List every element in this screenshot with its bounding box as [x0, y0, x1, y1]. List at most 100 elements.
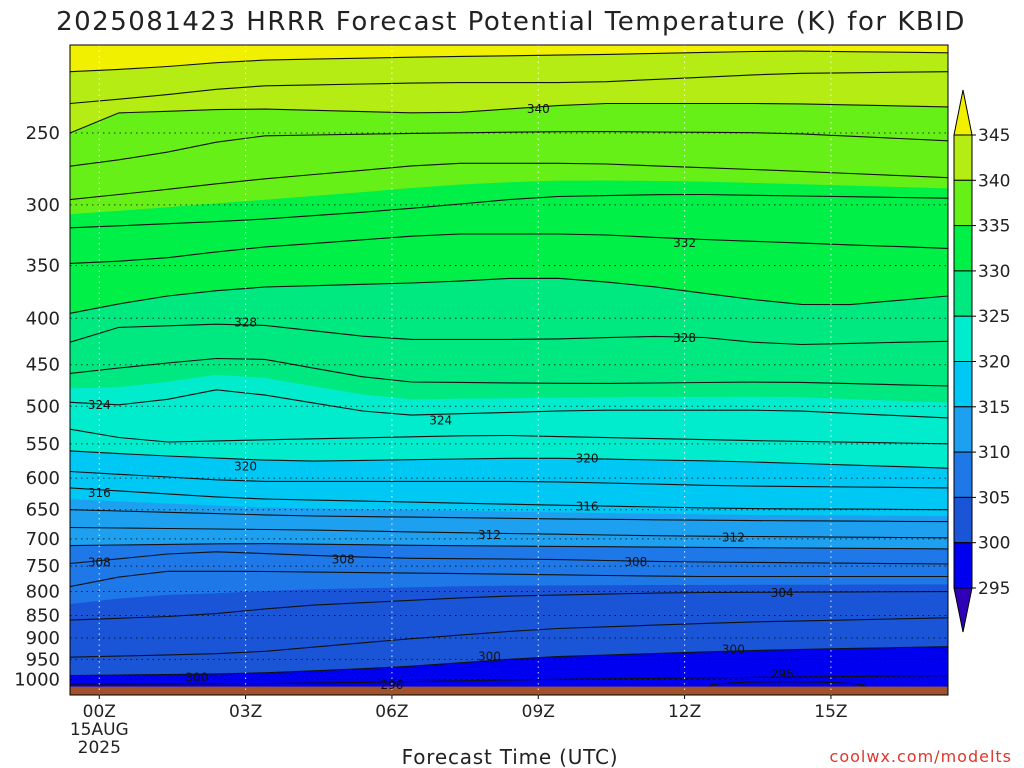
plot-frame [69, 44, 949, 696]
contour-line [70, 646, 948, 677]
contour-line [70, 428, 948, 445]
contour-line [70, 233, 948, 264]
colorbar-label: 310 [978, 443, 1010, 463]
y-axis: 2503003504004505005506006507007508008509… [14, 123, 60, 691]
grid-lines [70, 45, 948, 695]
y-tick-label: 550 [26, 434, 60, 455]
contour-label-text: 312 [722, 531, 745, 545]
y-tick-label: 350 [26, 256, 60, 277]
contour-label: 312 [722, 531, 745, 545]
contour-line [70, 162, 948, 201]
colorbar-label: 345 [978, 126, 1010, 146]
contour-line [70, 509, 948, 523]
contour-label-text: 300 [478, 649, 501, 663]
y-tick-label: 300 [26, 195, 60, 216]
ground-surface [70, 686, 948, 695]
contour-line [70, 543, 948, 550]
x-tick-label: 03Z [229, 702, 262, 722]
colorbar-label: 335 [978, 217, 1010, 237]
contour-label-text: 316 [576, 500, 599, 514]
contour-label-text: 340 [527, 102, 550, 116]
y-tick-label: 700 [26, 529, 60, 550]
contour-line [70, 617, 948, 658]
contour-line [70, 470, 948, 489]
contour-label-text: 312 [478, 528, 501, 542]
colorbar-segment [953, 542, 973, 589]
contour-label-text: 300 [722, 642, 745, 656]
contour-line [70, 131, 948, 167]
contour-label-text: 304 [771, 586, 794, 600]
temperature-bands [70, 45, 948, 695]
colorbar-label: 300 [978, 534, 1010, 554]
contour-label: 300 [185, 670, 208, 684]
colorbar-label: 325 [978, 307, 1010, 327]
colorbar-label: 330 [978, 262, 1010, 282]
colorbar: 345 340 335 330 325 320 315 310 305 300 295 [953, 89, 1010, 633]
y-tick-label: 600 [26, 468, 60, 489]
x-axis-title: Forecast Time (UTC) [402, 745, 619, 768]
colorbar-label: 340 [978, 171, 1010, 191]
x-tick-label: 00Z [83, 702, 116, 722]
contour-line [70, 675, 948, 685]
contour-label: 324 [88, 398, 111, 412]
contour-label: 300 [722, 642, 745, 656]
contour-line [70, 570, 948, 588]
contour-line [70, 551, 948, 565]
colorbar-extend-bottom [953, 587, 973, 633]
colorbar-segment [953, 270, 973, 317]
contour-label-text: 308 [624, 555, 647, 569]
y-tick-label: 1000 [14, 670, 60, 691]
contour-label-text: 320 [576, 451, 599, 465]
contour-label-text: 328 [234, 316, 257, 330]
chart-title: 2025081423 HRRR Forecast Potential Tempe… [56, 7, 966, 37]
contour-label: 320 [576, 451, 599, 465]
contour-label-text: 324 [88, 398, 111, 412]
contour-label: 332 [673, 236, 696, 250]
y-tick-label: 950 [26, 649, 60, 670]
colorbar-extend-top [953, 89, 973, 136]
contour-label: 312 [478, 528, 501, 542]
contour-label: 328 [234, 316, 257, 330]
contour-label: 308 [624, 555, 647, 569]
y-tick-label: 850 [26, 605, 60, 626]
contour-line [70, 357, 948, 387]
x-tick-label: 15Z [814, 702, 847, 722]
x-date-label: 2025 [78, 738, 121, 758]
x-tick-label: 06Z [375, 702, 408, 722]
contour-line [70, 102, 948, 134]
contour-label: 300 [478, 649, 501, 663]
colorbar-segment [953, 451, 973, 498]
contour-label: 296 [771, 667, 794, 681]
y-tick-label: 450 [26, 355, 60, 376]
contour-label-text: 296 [771, 667, 794, 681]
contour-line [70, 277, 948, 314]
contour-label-text: 332 [673, 236, 696, 250]
contour-line [70, 193, 948, 229]
y-tick-label: 750 [26, 556, 60, 577]
contour-label: 304 [771, 586, 794, 600]
y-tick-label: 650 [26, 500, 60, 521]
contour-label-text: 300 [185, 670, 208, 684]
contour-line [70, 487, 948, 511]
y-tick-label: 400 [26, 308, 60, 329]
contour-labels: 340 332 328 328 324 324 320 320 316 316 312 312 308 3… [88, 102, 794, 692]
contour-line [70, 389, 948, 419]
contour-label: 308 [88, 555, 111, 569]
colorbar-label: 320 [978, 353, 1010, 373]
ground-layer [70, 686, 948, 695]
x-tick-label: 09Z [522, 702, 555, 722]
y-tick-label: 800 [26, 582, 60, 603]
contour-label-text: 296 [380, 678, 403, 692]
contour-label-text: 308 [88, 555, 111, 569]
contour-label: 324 [429, 414, 452, 428]
credit-text: coolwx.com/modelts [830, 747, 1012, 766]
contour-label: 316 [576, 500, 599, 514]
contour-label-text: 320 [234, 460, 257, 474]
contour-line [70, 50, 948, 73]
contour-label: 316 [88, 486, 111, 500]
contour-line [70, 450, 948, 469]
contour-line [70, 526, 948, 539]
contour-line [70, 591, 948, 621]
